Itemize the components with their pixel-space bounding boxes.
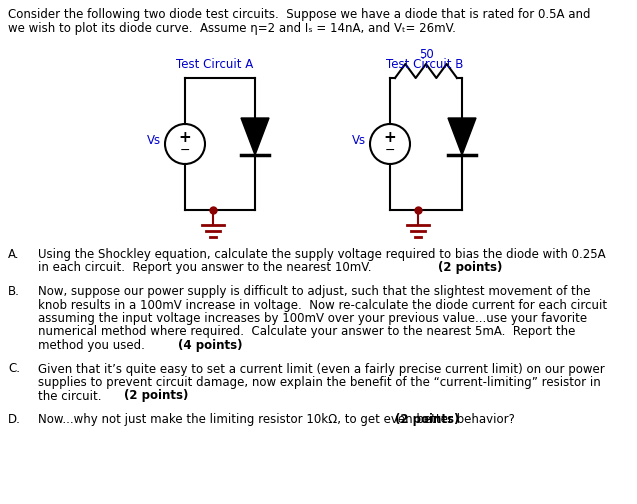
Text: Using the Shockley equation, calculate the supply voltage required to bias the d: Using the Shockley equation, calculate t… [38,248,606,261]
Text: we wish to plot its diode curve.  Assume η=2 and Iₛ = 14nA, and Vₜ= 26mV.: we wish to plot its diode curve. Assume … [8,22,456,35]
Text: Test Circuit A: Test Circuit A [176,58,254,71]
Text: assuming the input voltage increases by 100mV over your previous value...use you: assuming the input voltage increases by … [38,312,587,325]
Text: Now, suppose our power supply is difficult to adjust, such that the slightest mo: Now, suppose our power supply is difficu… [38,285,590,298]
Text: method you used.: method you used. [38,339,152,352]
Text: +: + [383,131,396,146]
Text: (2 points): (2 points) [124,390,189,403]
Text: C.: C. [8,362,20,375]
Text: −: − [385,144,395,157]
Text: A.: A. [8,248,20,261]
Text: Given that it’s quite easy to set a current limit (even a fairly precise current: Given that it’s quite easy to set a curr… [38,362,605,375]
Text: −: − [180,144,190,157]
Text: 50: 50 [419,48,433,61]
Text: numerical method where required.  Calculate your answer to the nearest 5mA.  Rep: numerical method where required. Calcula… [38,326,575,339]
Text: Vs: Vs [147,135,161,148]
Text: Vs: Vs [352,135,366,148]
Text: B.: B. [8,285,20,298]
Text: in each circuit.  Report you answer to the nearest 10mV.: in each circuit. Report you answer to th… [38,262,379,275]
Text: Test Circuit B: Test Circuit B [386,58,464,71]
Text: supplies to prevent circuit damage, now explain the benefit of the “current-limi: supplies to prevent circuit damage, now … [38,376,601,389]
Text: (2 points): (2 points) [438,262,503,275]
Polygon shape [448,118,476,155]
Text: Now...why not just make the limiting resistor 10kΩ, to get even better behavior?: Now...why not just make the limiting res… [38,413,522,426]
Text: (4 points): (4 points) [178,339,243,352]
Text: (2 points): (2 points) [395,413,459,426]
Text: the circuit.: the circuit. [38,390,109,403]
Text: Consider the following two diode test circuits.  Suppose we have a diode that is: Consider the following two diode test ci… [8,8,590,21]
Text: +: + [178,131,191,146]
Polygon shape [241,118,269,155]
Text: knob results in a 100mV increase in voltage.  Now re-calculate the diode current: knob results in a 100mV increase in volt… [38,298,607,311]
Text: D.: D. [8,413,21,426]
